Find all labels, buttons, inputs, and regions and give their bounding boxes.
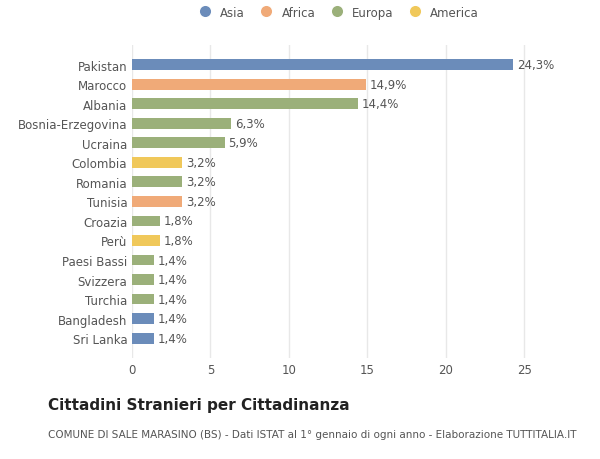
Bar <box>132 138 224 149</box>
Bar <box>132 118 231 129</box>
Text: 14,9%: 14,9% <box>370 78 407 91</box>
Text: 1,4%: 1,4% <box>158 313 188 325</box>
Text: Cittadini Stranieri per Cittadinanza: Cittadini Stranieri per Cittadinanza <box>48 397 350 412</box>
Text: 1,8%: 1,8% <box>164 235 194 247</box>
Bar <box>132 196 182 207</box>
Text: 1,4%: 1,4% <box>158 293 188 306</box>
Text: 1,4%: 1,4% <box>158 274 188 286</box>
Bar <box>132 313 154 325</box>
Text: 3,2%: 3,2% <box>186 176 216 189</box>
Text: 1,4%: 1,4% <box>158 332 188 345</box>
Bar <box>132 235 160 246</box>
Text: COMUNE DI SALE MARASINO (BS) - Dati ISTAT al 1° gennaio di ogni anno - Elaborazi: COMUNE DI SALE MARASINO (BS) - Dati ISTA… <box>48 429 577 439</box>
Bar <box>132 60 514 71</box>
Text: 1,8%: 1,8% <box>164 215 194 228</box>
Bar <box>132 216 160 227</box>
Bar <box>132 157 182 168</box>
Bar <box>132 99 358 110</box>
Text: 6,3%: 6,3% <box>235 118 265 130</box>
Bar <box>132 79 366 90</box>
Text: 3,2%: 3,2% <box>186 157 216 169</box>
Text: 3,2%: 3,2% <box>186 196 216 208</box>
Bar <box>132 274 154 285</box>
Legend: Asia, Africa, Europa, America: Asia, Africa, Europa, America <box>188 2 484 24</box>
Text: 5,9%: 5,9% <box>229 137 258 150</box>
Text: 14,4%: 14,4% <box>362 98 399 111</box>
Text: 1,4%: 1,4% <box>158 254 188 267</box>
Bar <box>132 333 154 344</box>
Text: 24,3%: 24,3% <box>517 59 554 72</box>
Bar <box>132 294 154 305</box>
Bar <box>132 177 182 188</box>
Bar <box>132 255 154 266</box>
